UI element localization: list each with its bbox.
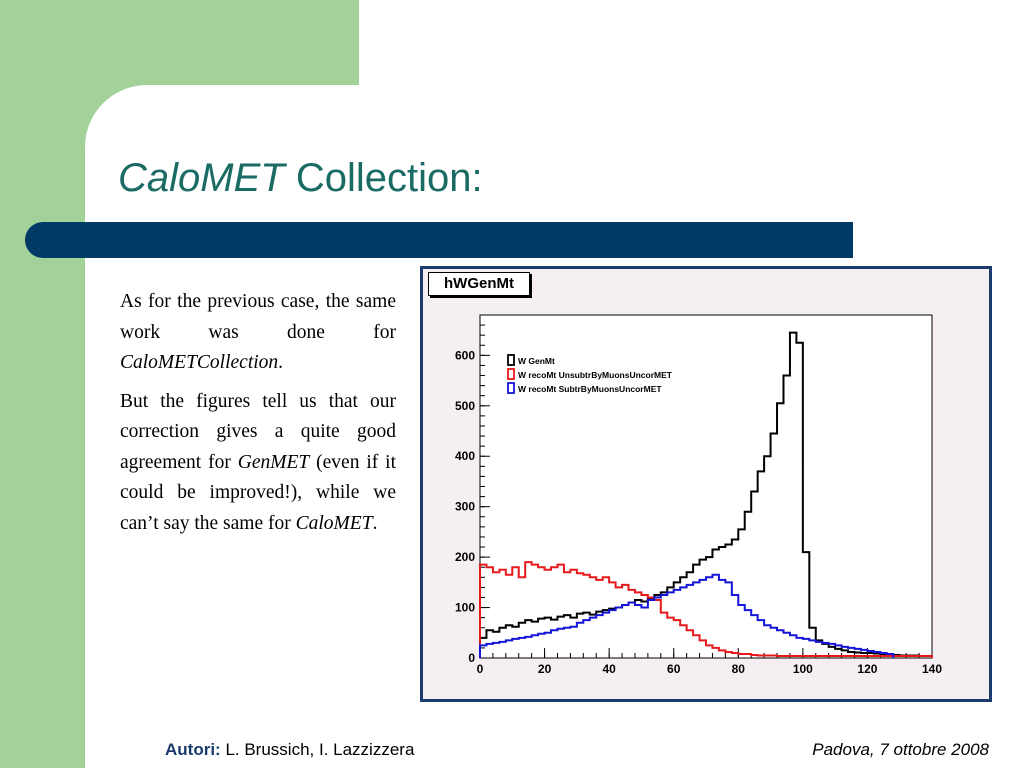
p1-text-a: As for the previous case, the same work … [120, 291, 396, 343]
legend-label-1: W recoMt UnsubtrByMuonsUncorMET [518, 370, 673, 380]
histogram-title: hWGenMt [428, 272, 530, 296]
p2-text-b: (even if it could be improved!), while w… [120, 451, 397, 534]
p2-italic-1: GenMET [237, 451, 310, 473]
authors-names: L. Brussich, I. Lazzizzera [220, 740, 415, 759]
x-tick-label: 120 [857, 662, 877, 676]
legend-swatch-0 [507, 354, 515, 366]
p1-text-b: . [278, 352, 284, 373]
y-tick-label: 600 [455, 348, 475, 362]
y-tick-label: 500 [455, 399, 475, 413]
y-tick-label: 100 [455, 601, 475, 615]
x-tick-label: 100 [793, 662, 813, 676]
y-tick-label: 0 [468, 651, 475, 665]
footer-authors: Autori: L. Brussich, I. Lazzizzera [165, 740, 414, 760]
x-tick-label: 80 [732, 662, 746, 676]
top-band [359, 0, 1024, 90]
x-tick-label: 40 [602, 662, 616, 676]
title-underline-bar [25, 222, 853, 258]
x-tick-label: 140 [922, 662, 942, 676]
series-line-2 [479, 573, 895, 658]
paragraph-1: As for the previous case, the same work … [120, 287, 396, 379]
x-tick-label: 20 [538, 662, 552, 676]
body-text: As for the previous case, the same work … [120, 287, 396, 547]
slide-title-italic: CaloMET [118, 156, 285, 200]
p1-italic: CaloMETCollection [120, 352, 279, 373]
slide-title: CaloMET Collection: [118, 158, 483, 198]
footer-place-date: Padova, 7 ottobre 2008 [812, 740, 989, 759]
series-line-0 [479, 331, 933, 658]
legend-label-0: W GenMt [518, 356, 555, 366]
p2-text-a: But the figures tell us that our correct… [120, 390, 396, 473]
paragraph-2: But the figures tell us that our correct… [120, 387, 396, 540]
legend-swatch-1 [507, 368, 515, 380]
y-tick-label: 400 [455, 449, 475, 463]
series-line-1 [479, 561, 933, 658]
plot-area [479, 314, 933, 659]
x-tick-label: 60 [667, 662, 681, 676]
y-tick-label: 200 [455, 550, 475, 564]
legend-label-2: W recoMt SubtrByMuonsUncorMET [518, 384, 662, 394]
p2-italic-2: CaloMET [295, 512, 373, 534]
authors-label: Autori: [165, 740, 221, 759]
x-tick-label: 0 [477, 662, 484, 676]
p2-text-c: . [372, 512, 378, 534]
slide-title-rest: Collection: [284, 156, 483, 200]
legend-swatch-2 [507, 382, 515, 394]
y-tick-label: 300 [455, 500, 475, 514]
